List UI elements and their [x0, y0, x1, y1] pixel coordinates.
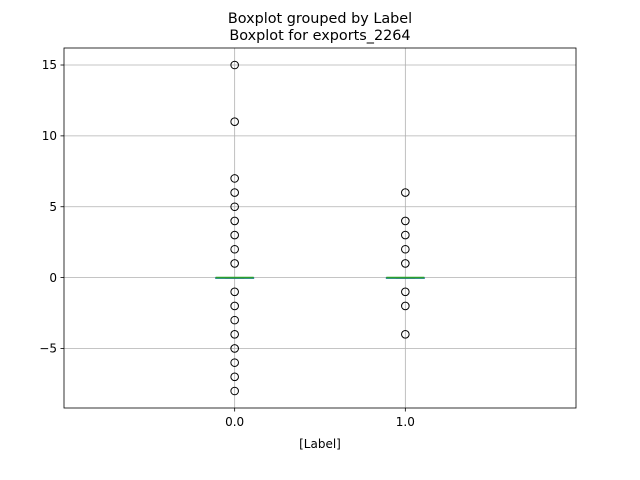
outlier-point	[230, 344, 239, 353]
outlier-point	[230, 117, 239, 127]
outlier-point	[230, 315, 239, 325]
y-tick-label: 15	[42, 58, 57, 72]
outlier-point	[401, 188, 410, 197]
outlier-point	[230, 174, 239, 183]
plot-area: −5 0 5 10 15 0.0 1.0	[39, 47, 577, 429]
outlier-point	[230, 60, 239, 70]
outlier-point	[401, 244, 410, 254]
outlier-point	[230, 329, 239, 339]
x-tick-label: 0.0	[225, 415, 244, 429]
y-tick-label: 0	[49, 271, 57, 285]
x-axis-label: [Label]	[299, 437, 341, 451]
axes-frame	[63, 47, 577, 409]
x-tick-label: 1.0	[396, 415, 415, 429]
outlier-point	[401, 230, 410, 240]
outlier-point	[401, 259, 410, 268]
y-tick-label: 10	[42, 129, 57, 143]
chart-suptitle: Boxplot grouped by Label	[228, 11, 412, 27]
outlier-point	[230, 358, 239, 367]
outlier-point	[401, 287, 410, 297]
outlier-point	[230, 287, 239, 297]
outlier-point	[230, 216, 239, 226]
outlier-point	[401, 329, 410, 339]
outlier-point	[230, 188, 239, 197]
outlier-point	[230, 301, 239, 311]
chart-title: Boxplot for exports_2264	[229, 28, 410, 44]
outlier-point	[230, 372, 239, 382]
y-tick-label: −5	[39, 342, 57, 356]
outlier-point	[230, 230, 239, 240]
outlier-point	[230, 386, 239, 396]
outlier-point	[230, 202, 239, 212]
y-tick-label: 5	[49, 200, 57, 214]
outlier-point	[401, 216, 410, 226]
outlier-point	[401, 301, 410, 311]
outlier-point	[230, 244, 239, 254]
outlier-point	[230, 259, 239, 268]
